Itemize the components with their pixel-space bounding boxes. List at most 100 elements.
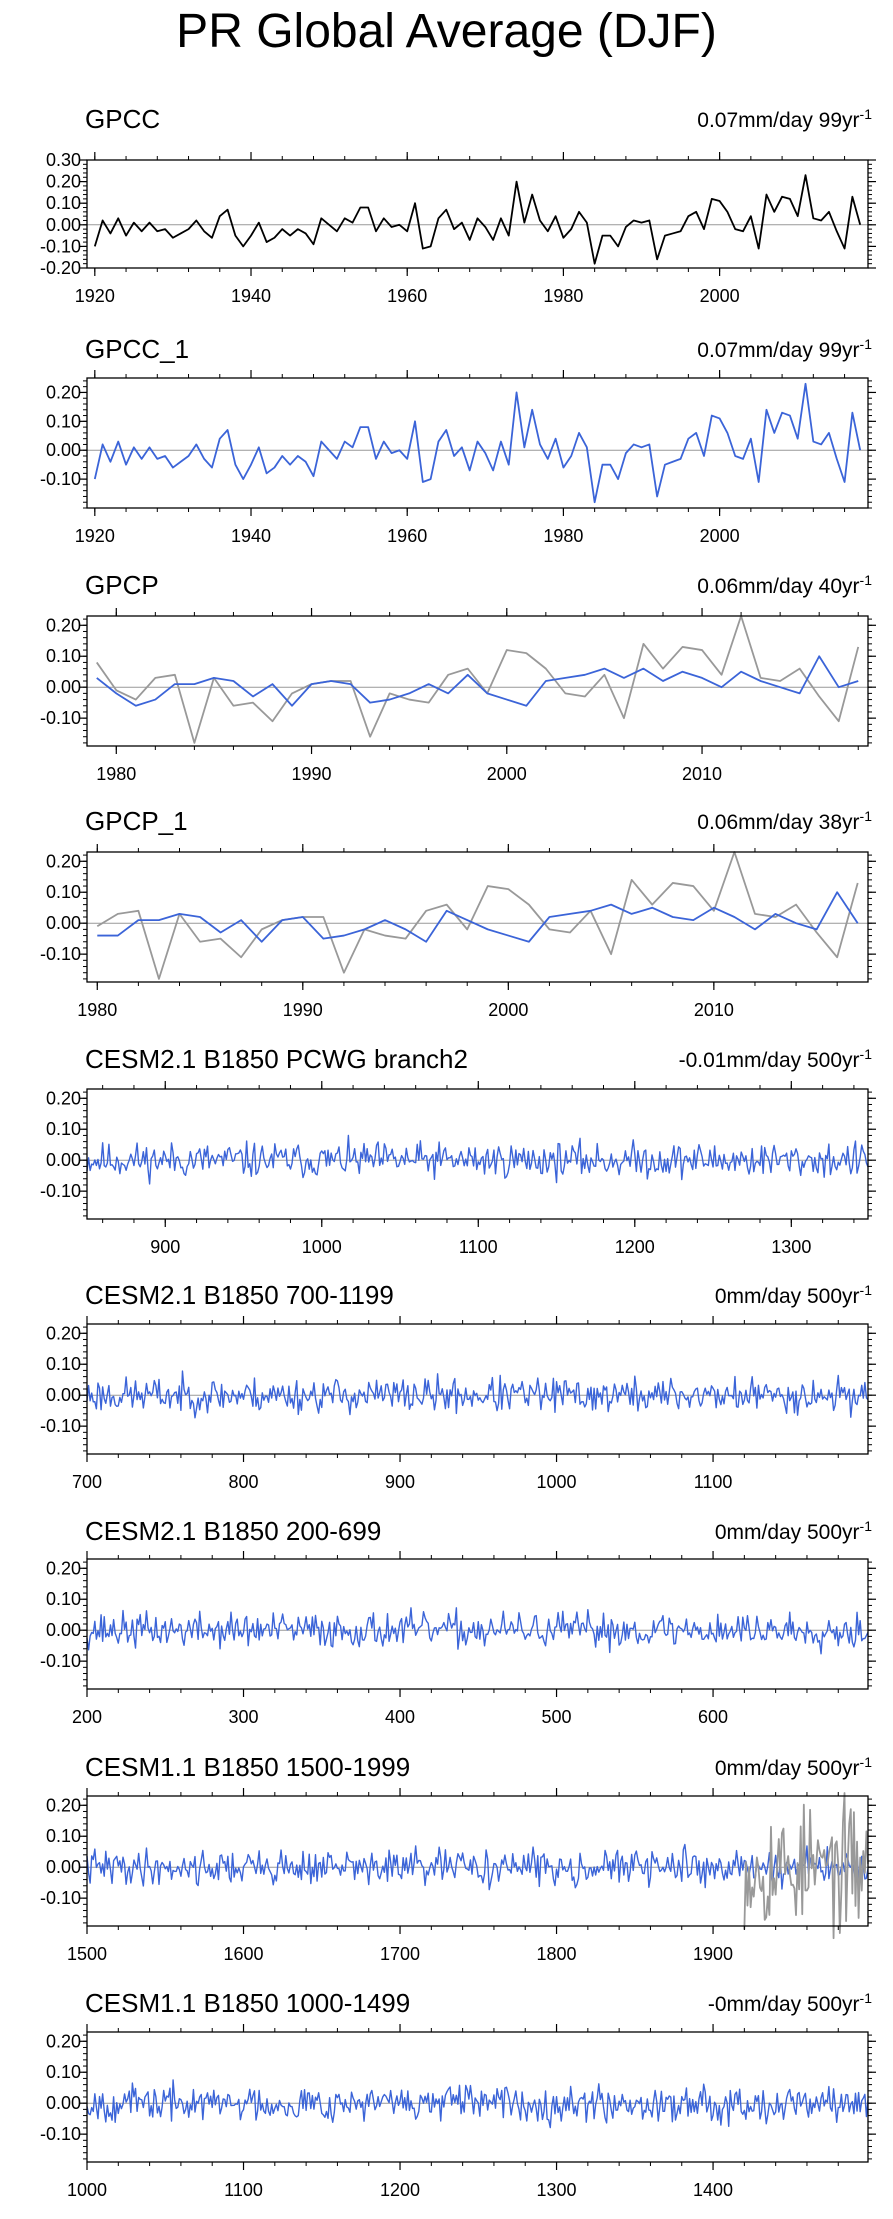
chart-panel-6: CESM2.1 B1850 700-1199 0mm/day 500yr-1 0.2… xyxy=(40,1280,876,1492)
chart-panel-7: CESM2.1 B1850 200-699 0mm/day 500yr-1 0.20… xyxy=(40,1516,876,1727)
trend-exponent: -1 xyxy=(860,1990,873,2006)
plot-frame xyxy=(86,159,869,269)
y-tick-label: 0.30 xyxy=(46,150,81,170)
plot-frame xyxy=(86,377,869,509)
x-tick-label: 300 xyxy=(228,1707,258,1727)
y-tick-label: -0.10 xyxy=(40,1181,81,1201)
y-tick-label: 0.20 xyxy=(46,2031,81,2051)
x-tick-label: 2000 xyxy=(700,526,740,546)
chart-panel-4: GPCP_1 0.06mm/day 38yr-1 0.20 0.10 0.00 -0.10… xyxy=(40,806,876,1020)
series-line-model xyxy=(86,1370,869,1419)
y-tick-label: 0.20 xyxy=(46,172,81,192)
y-tick-label: -0.10 xyxy=(40,469,81,489)
series-line-model xyxy=(86,1843,869,1891)
x-tick-label: 1200 xyxy=(380,2180,420,2200)
x-tick-label: 900 xyxy=(150,1237,180,1257)
y-tick-label: 0.00 xyxy=(46,677,81,697)
figure-title: PR Global Average (DJF) xyxy=(176,5,717,58)
x-tick-label: 1100 xyxy=(459,1237,498,1257)
x-tick-label: 2010 xyxy=(682,764,722,784)
y-tick-label: 0.00 xyxy=(46,2093,81,2113)
trend-label: 0mm/day 500yr-1 xyxy=(715,1282,872,1308)
chart-panel-3: GPCP 0.06mm/day 40yr-1 0.20 0.10 0.00 -0.10 19… xyxy=(40,570,876,784)
trend-exponent: -1 xyxy=(860,336,873,352)
x-tick-label: 700 xyxy=(72,1472,102,1492)
x-tick-label: 1980 xyxy=(96,764,136,784)
y-tick-label: 0.20 xyxy=(46,1558,81,1578)
x-tick-label: 1000 xyxy=(302,1237,342,1257)
series-line-reference xyxy=(96,851,859,980)
trend-exponent: -1 xyxy=(860,1754,873,1770)
trend-label: 0.07mm/day 99yr-1 xyxy=(697,336,872,362)
series-line-model xyxy=(97,891,859,943)
y-tick-label: 0.20 xyxy=(46,1795,81,1815)
panel-title: CESM2.1 B1850 700-1199 xyxy=(85,1280,394,1310)
panel-title: CESM2.1 B1850 200-699 xyxy=(85,1516,381,1546)
y-tick-label: -0.10 xyxy=(40,1888,81,1908)
x-tick-label: 1000 xyxy=(537,1472,577,1492)
trend-label: -0.01mm/day 500yr-1 xyxy=(679,1046,873,1072)
y-tick-label: 0.00 xyxy=(46,1857,81,1877)
x-tick-label: 900 xyxy=(385,1472,415,1492)
series-line-reference xyxy=(743,1792,869,1940)
panel-title: GPCP_1 xyxy=(85,806,188,836)
y-tick-label: 0.00 xyxy=(46,1620,81,1640)
series-line-model xyxy=(96,655,859,707)
x-tick-label: 800 xyxy=(228,1472,258,1492)
series-line-reference xyxy=(96,615,860,744)
panel-title: CESM1.1 B1850 1500-1999 xyxy=(85,1752,410,1782)
chart-panel-5: CESM2.1 B1850 PCWG branch2 -0.01mm/day 50… xyxy=(40,1044,876,1257)
x-tick-label: 2000 xyxy=(488,1000,528,1020)
x-tick-label: 600 xyxy=(698,1707,728,1727)
x-tick-label: 1600 xyxy=(223,1944,263,1964)
y-tick-label: -0.10 xyxy=(40,236,81,256)
x-tick-label: 1000 xyxy=(67,2180,107,2200)
y-tick-label: 0.00 xyxy=(46,913,81,933)
chart-panel-9: CESM1.1 B1850 1000-1499 -0mm/day 500yr-1 0… xyxy=(40,1988,876,2200)
y-tick-label: 0.00 xyxy=(46,440,81,460)
y-tick-label: 0.00 xyxy=(46,1385,81,1405)
x-tick-label: 1300 xyxy=(537,2180,577,2200)
x-tick-label: 1920 xyxy=(75,526,115,546)
x-tick-label: 1980 xyxy=(543,526,583,546)
series-line-model xyxy=(86,2079,869,2129)
series-line-model xyxy=(93,382,862,504)
chart-panel-2: GPCC_1 0.07mm/day 99yr-1 0.20 0.10 0.00 -0.10… xyxy=(40,334,876,546)
x-tick-label: 1940 xyxy=(231,286,271,306)
series-line-obs xyxy=(93,174,862,265)
trend-exponent: -1 xyxy=(860,572,873,588)
y-tick-label: 0.10 xyxy=(46,1354,81,1374)
x-tick-label: 1960 xyxy=(387,526,427,546)
x-tick-label: 200 xyxy=(72,1707,102,1727)
y-tick-label: 0.20 xyxy=(46,382,81,402)
x-tick-label: 1800 xyxy=(537,1944,577,1964)
x-tick-label: 1990 xyxy=(283,1000,323,1020)
panel-title: GPCP xyxy=(85,570,159,600)
y-tick-label: 0.20 xyxy=(46,851,81,871)
x-tick-label: 1300 xyxy=(771,1237,811,1257)
x-tick-label: 500 xyxy=(542,1707,572,1727)
y-tick-label: 0.10 xyxy=(46,2062,81,2082)
trend-label: -0mm/day 500yr-1 xyxy=(708,1990,872,2016)
x-tick-label: 1920 xyxy=(75,286,115,306)
series-line-model xyxy=(86,1134,869,1185)
chart-panel-1: GPCC 0.07mm/day 99yr-10.300.200.100.00-0.… xyxy=(40,104,876,306)
trend-label: 0.06mm/day 38yr-1 xyxy=(697,808,872,834)
panel-title: GPCC_1 xyxy=(85,334,189,364)
x-tick-label: 1990 xyxy=(292,764,332,784)
y-tick-label: 0.10 xyxy=(46,646,81,666)
y-tick-label: 0.10 xyxy=(46,1589,81,1609)
y-tick-label: -0.10 xyxy=(40,944,81,964)
x-tick-label: 1400 xyxy=(693,2180,733,2200)
y-tick-label: 0.00 xyxy=(46,215,81,235)
y-tick-label: 0.10 xyxy=(46,411,81,431)
panel-title: GPCC xyxy=(85,104,160,134)
x-tick-label: 2010 xyxy=(694,1000,734,1020)
x-tick-label: 1700 xyxy=(380,1944,420,1964)
trend-label: 0.06mm/day 40yr-1 xyxy=(697,572,872,598)
trend-label: 0mm/day 500yr-1 xyxy=(715,1754,872,1780)
y-tick-label: 0.10 xyxy=(46,1826,81,1846)
trend-exponent: -1 xyxy=(860,106,873,122)
x-tick-label: 1980 xyxy=(77,1000,117,1020)
